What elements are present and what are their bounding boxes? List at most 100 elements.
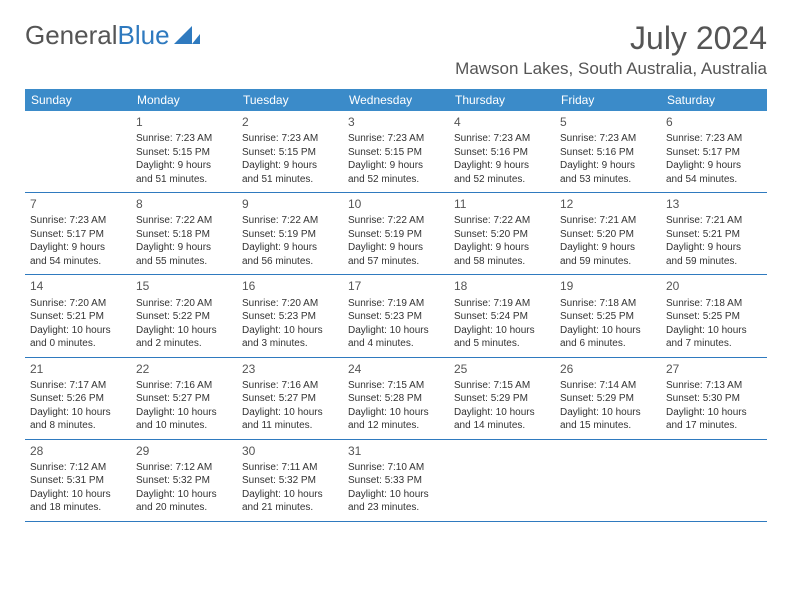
day-number: 12 xyxy=(560,196,656,212)
day-number: 17 xyxy=(348,278,444,294)
day-info-line: Sunrise: 7:13 AM xyxy=(666,379,762,393)
day-cell: 8Sunrise: 7:22 AMSunset: 5:18 PMDaylight… xyxy=(131,193,237,274)
day-info-line: Sunset: 5:16 PM xyxy=(454,146,550,160)
day-info-line: Sunset: 5:25 PM xyxy=(560,310,656,324)
day-info-line: Sunset: 5:15 PM xyxy=(242,146,338,160)
day-info-line: Daylight: 10 hours xyxy=(30,406,126,420)
day-number: 31 xyxy=(348,443,444,459)
day-info-line: and 14 minutes. xyxy=(454,419,550,433)
logo-text-2: Blue xyxy=(118,20,170,51)
logo: GeneralBlue xyxy=(25,20,200,51)
day-info-line: Daylight: 10 hours xyxy=(242,406,338,420)
day-info-line: Daylight: 9 hours xyxy=(242,241,338,255)
day-info-line: Sunrise: 7:20 AM xyxy=(242,297,338,311)
day-cell: 18Sunrise: 7:19 AMSunset: 5:24 PMDayligh… xyxy=(449,275,555,356)
day-info-line: Daylight: 10 hours xyxy=(560,324,656,338)
week-row: 1Sunrise: 7:23 AMSunset: 5:15 PMDaylight… xyxy=(25,111,767,193)
day-info-line: Sunrise: 7:17 AM xyxy=(30,379,126,393)
day-header-row: Sunday Monday Tuesday Wednesday Thursday… xyxy=(25,89,767,111)
day-header-cell: Saturday xyxy=(661,89,767,111)
day-info-line: Sunset: 5:32 PM xyxy=(136,474,232,488)
day-number: 25 xyxy=(454,361,550,377)
day-info-line: Daylight: 10 hours xyxy=(136,324,232,338)
day-info-line: and 55 minutes. xyxy=(136,255,232,269)
day-cell: 25 Sunrise: 7:15 AMSunset: 5:29 PMDayligh… xyxy=(449,358,555,439)
day-number: 19 xyxy=(560,278,656,294)
day-info-line: Sunrise: 7:22 AM xyxy=(242,214,338,228)
day-info-line: Sunrise: 7:20 AM xyxy=(30,297,126,311)
day-info-line: Daylight: 9 hours xyxy=(454,159,550,173)
day-info-line: Daylight: 10 hours xyxy=(454,406,550,420)
day-info-line: Sunset: 5:27 PM xyxy=(136,392,232,406)
day-cell: 29Sunrise: 7:12 AMSunset: 5:32 PMDayligh… xyxy=(131,440,237,521)
day-number: 5 xyxy=(560,114,656,130)
day-number: 1 xyxy=(136,114,232,130)
day-info-line: and 21 minutes. xyxy=(242,501,338,515)
day-header-cell: Sunday xyxy=(25,89,131,111)
day-info-line: Daylight: 10 hours xyxy=(242,488,338,502)
calendar: Sunday Monday Tuesday Wednesday Thursday… xyxy=(25,89,767,522)
day-number: 27 xyxy=(666,361,762,377)
day-header-cell: Friday xyxy=(555,89,661,111)
day-number: 22 xyxy=(136,361,232,377)
day-info-line: Sunset: 5:15 PM xyxy=(136,146,232,160)
day-info-line: and 18 minutes. xyxy=(30,501,126,515)
day-info-line: Sunrise: 7:12 AM xyxy=(30,461,126,475)
day-number: 14 xyxy=(30,278,126,294)
location: Mawson Lakes, South Australia, Australia xyxy=(455,59,767,79)
day-cell: 12Sunrise: 7:21 AMSunset: 5:20 PMDayligh… xyxy=(555,193,661,274)
day-number: 11 xyxy=(454,196,550,212)
day-info-line: and 59 minutes. xyxy=(560,255,656,269)
day-info-line: Sunset: 5:21 PM xyxy=(666,228,762,242)
day-info-line: Sunrise: 7:12 AM xyxy=(136,461,232,475)
day-cell: 21 Sunrise: 7:17 AMSunset: 5:26 PMDayligh… xyxy=(25,358,131,439)
day-info-line: and 4 minutes. xyxy=(348,337,444,351)
day-info-line: Sunset: 5:19 PM xyxy=(348,228,444,242)
day-number: 8 xyxy=(136,196,232,212)
day-header-cell: Monday xyxy=(131,89,237,111)
week-row: 7Sunrise: 7:23 AMSunset: 5:17 PMDaylight… xyxy=(25,193,767,275)
day-cell xyxy=(661,440,767,521)
day-cell: 4Sunrise: 7:23 AMSunset: 5:16 PMDaylight… xyxy=(449,111,555,192)
day-info-line: and 0 minutes. xyxy=(30,337,126,351)
day-info-line: Sunrise: 7:22 AM xyxy=(454,214,550,228)
day-number: 9 xyxy=(242,196,338,212)
day-info-line: Sunset: 5:24 PM xyxy=(454,310,550,324)
day-info-line: Daylight: 9 hours xyxy=(348,241,444,255)
day-cell: 27Sunrise: 7:13 AMSunset: 5:30 PMDayligh… xyxy=(661,358,767,439)
day-number: 18 xyxy=(454,278,550,294)
day-info-line: and 52 minutes. xyxy=(454,173,550,187)
day-info-line: Daylight: 9 hours xyxy=(136,159,232,173)
day-info-line: Daylight: 9 hours xyxy=(666,159,762,173)
day-number: 3 xyxy=(348,114,444,130)
day-cell: 17Sunrise: 7:19 AMSunset: 5:23 PMDayligh… xyxy=(343,275,449,356)
day-info-line: Daylight: 10 hours xyxy=(30,488,126,502)
logo-text-1: General xyxy=(25,20,118,51)
day-info-line: Sunrise: 7:15 AM xyxy=(454,379,550,393)
day-info-line: Sunset: 5:21 PM xyxy=(30,310,126,324)
day-header-cell: Thursday xyxy=(449,89,555,111)
day-info-line: Sunset: 5:26 PM xyxy=(30,392,126,406)
day-header-cell: Wednesday xyxy=(343,89,449,111)
day-cell: 9Sunrise: 7:22 AMSunset: 5:19 PMDaylight… xyxy=(237,193,343,274)
day-info-line: and 54 minutes. xyxy=(666,173,762,187)
month-title: July 2024 xyxy=(455,20,767,57)
week-row: 28Sunrise: 7:12 AMSunset: 5:31 PMDayligh… xyxy=(25,440,767,522)
day-info-line: Sunrise: 7:18 AM xyxy=(666,297,762,311)
day-cell: 28Sunrise: 7:12 AMSunset: 5:31 PMDayligh… xyxy=(25,440,131,521)
day-cell: 19Sunrise: 7:18 AMSunset: 5:25 PMDayligh… xyxy=(555,275,661,356)
day-info-line: Sunset: 5:18 PM xyxy=(136,228,232,242)
day-cell xyxy=(25,111,131,192)
day-info-line: and 54 minutes. xyxy=(30,255,126,269)
day-info-line: Daylight: 10 hours xyxy=(348,324,444,338)
day-info-line: Daylight: 9 hours xyxy=(666,241,762,255)
day-cell: 7Sunrise: 7:23 AMSunset: 5:17 PMDaylight… xyxy=(25,193,131,274)
day-info-line: and 10 minutes. xyxy=(136,419,232,433)
day-number: 23 xyxy=(242,361,338,377)
day-info-line: Daylight: 10 hours xyxy=(454,324,550,338)
day-number: 7 xyxy=(30,196,126,212)
day-number: 6 xyxy=(666,114,762,130)
day-info-line: Sunrise: 7:21 AM xyxy=(560,214,656,228)
day-number: 21 xyxy=(30,361,126,377)
day-info-line: Sunset: 5:29 PM xyxy=(454,392,550,406)
